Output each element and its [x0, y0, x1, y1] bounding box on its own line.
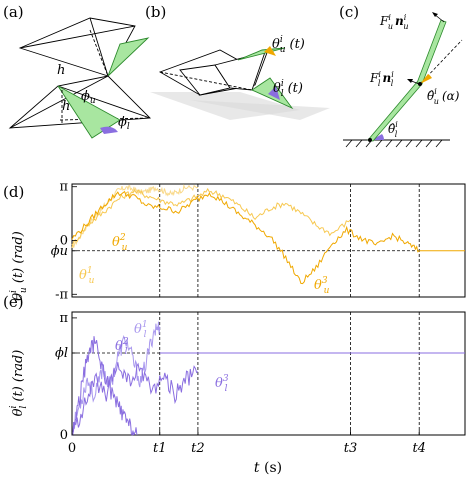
theta-u-label-b: θi u (t)	[272, 35, 305, 55]
series-label-theta-u3: θ3 u	[314, 276, 330, 296]
plot-frame-d	[71, 183, 466, 298]
series-line-θl1	[71, 321, 161, 437]
force-l-label: Fi l ni l	[369, 70, 394, 88]
y-tick-label-e-0: π	[59, 311, 68, 326]
chart-theta-u: π 0ϕu -π θ1 u θ2 u θ3 u θiu (t) (rad)	[9, 180, 466, 302]
height-label-bottom: h	[62, 99, 70, 114]
panel-label-b: (b)	[145, 3, 166, 21]
series-group-d	[71, 183, 465, 285]
series-line-θu3	[71, 190, 420, 285]
y-tick-label-d-1: 0	[60, 234, 68, 249]
y-axis-label-d: θiu (t) (rad)	[9, 231, 29, 301]
series-group-e	[71, 321, 199, 437]
series-line-θu2	[71, 187, 351, 249]
y-tick-label-d-2: ϕu	[51, 244, 68, 259]
panel-label-d: (d)	[3, 183, 24, 201]
y-tick-label-e-2: 0	[60, 428, 68, 443]
x-tick-label-0: 0	[68, 441, 76, 456]
free-body-diagram-c	[343, 12, 463, 148]
series-line-θl2	[72, 336, 138, 437]
plot-frame-e	[71, 311, 466, 436]
chart-theta-l: π ϕl 0 0 t1 t2 t3 t4 θ2 l θ1 l θ3 l θil (t) (rad)…	[9, 311, 466, 476]
x-tick-label-4: t4	[412, 441, 426, 456]
panel-label-a: (a)	[3, 3, 24, 21]
x-ticks-e: 0 t1 t2 t3 t4	[68, 430, 426, 456]
y-tick-label-e-1: ϕl	[55, 346, 68, 361]
y-tick-label-d-3: -π	[55, 287, 68, 302]
series-label-theta-l3: θ3 l	[215, 374, 229, 394]
series-label-theta-u1: θ1 u	[79, 266, 95, 286]
phi-l-label: ϕl	[118, 115, 130, 132]
series-label-theta-u2: θ2 u	[112, 233, 128, 253]
theta-l-label-b: θi l (t)	[273, 79, 303, 99]
x-tick-label-1: t1	[153, 441, 167, 456]
origami-diagram-b	[150, 46, 330, 120]
panel-label-c: (c)	[339, 3, 359, 21]
theta-hat-u-label: θ̂i u (α)	[427, 87, 460, 106]
y-ticks-e: π ϕl 0	[55, 311, 77, 443]
x-axis-label: t (s)	[254, 460, 282, 476]
y-axis-label-e: θil (t) (rad)	[9, 350, 29, 417]
force-u-label: Fi u ni u	[379, 13, 409, 31]
theta-hat-l-label: θ̂i l	[388, 120, 398, 139]
event-lines-d	[159, 184, 420, 297]
phi-u-label: ϕu	[81, 89, 96, 106]
x-tick-label-2: t2	[191, 441, 205, 456]
panel-label-e: (e)	[3, 293, 24, 311]
series-line-θl3	[71, 362, 199, 434]
y-tick-label-d-0: π	[59, 180, 68, 195]
series-label-theta-l1: θ1 l	[134, 320, 148, 340]
y-ticks-d: π 0ϕu -π	[51, 180, 77, 302]
series-label-theta-l2: θ2 l	[115, 337, 129, 357]
height-label-top: h	[57, 63, 65, 78]
x-tick-label-3: t3	[344, 441, 358, 456]
origami-diagram-a	[8, 17, 152, 139]
